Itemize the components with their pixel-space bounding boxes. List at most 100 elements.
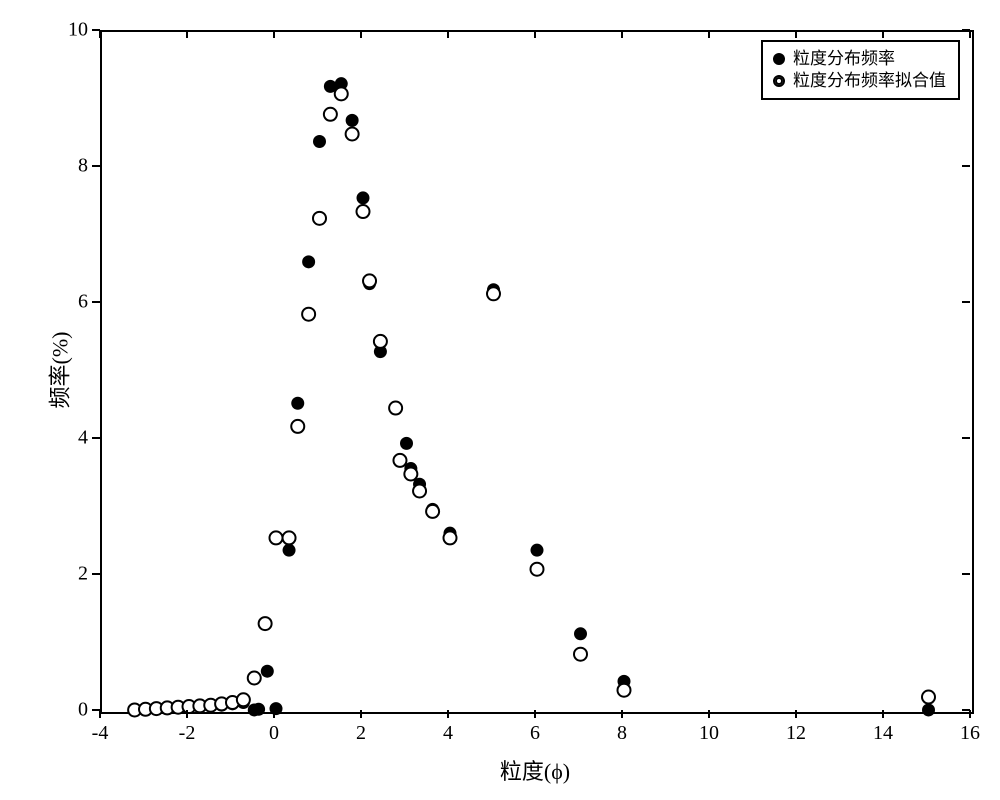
y-tick-right xyxy=(962,437,970,439)
y-tick xyxy=(92,165,100,167)
data-point-fitted xyxy=(618,684,631,697)
x-tick-top xyxy=(534,30,536,38)
x-tick-top xyxy=(99,30,101,38)
data-point-observed xyxy=(922,703,935,716)
data-point-fitted xyxy=(574,648,587,661)
y-tick-label: 6 xyxy=(58,291,88,314)
x-tick-top xyxy=(621,30,623,38)
grain-size-chart: 粒度分布频率 粒度分布频率拟合值 频率(%) 粒度(ϕ) -4 -2 0 2 4 6 8 10… xyxy=(0,0,1000,800)
x-tick xyxy=(795,710,797,718)
legend-marker-open-icon xyxy=(773,75,785,87)
data-point-fitted xyxy=(335,87,348,100)
data-point-fitted xyxy=(426,505,439,518)
data-point-observed xyxy=(400,437,413,450)
data-point-fitted xyxy=(302,308,315,321)
x-tick xyxy=(447,710,449,718)
y-tick-right xyxy=(962,29,970,31)
x-tick-label: 14 xyxy=(873,722,893,745)
data-point-fitted xyxy=(444,531,457,544)
legend-item-fitted: 粒度分布频率拟合值 xyxy=(773,70,946,92)
y-tick xyxy=(92,709,100,711)
x-tick-top xyxy=(969,30,971,38)
x-tick-label: -4 xyxy=(92,722,109,745)
y-tick-right xyxy=(962,573,970,575)
plot-area: 粒度分布频率 粒度分布频率拟合值 xyxy=(100,30,974,714)
legend-label-observed: 粒度分布频率 xyxy=(793,48,895,70)
x-tick xyxy=(360,710,362,718)
data-point-observed xyxy=(313,135,326,148)
data-point-fitted xyxy=(324,108,337,121)
x-tick-top xyxy=(795,30,797,38)
y-tick-label: 4 xyxy=(58,427,88,450)
data-point-observed xyxy=(283,544,296,557)
x-tick-top xyxy=(882,30,884,38)
data-point-observed xyxy=(291,397,304,410)
data-point-fitted xyxy=(922,691,935,704)
legend-item-observed: 粒度分布频率 xyxy=(773,48,946,70)
data-point-fitted xyxy=(346,128,359,141)
legend-marker-filled-icon xyxy=(773,53,785,65)
x-axis-label: 粒度(ϕ) xyxy=(500,754,570,786)
x-tick-label: 0 xyxy=(269,722,279,745)
x-tick xyxy=(273,710,275,718)
data-point-fitted xyxy=(389,402,402,415)
legend-label-fitted: 粒度分布频率拟合值 xyxy=(793,70,946,92)
y-tick xyxy=(92,573,100,575)
data-points xyxy=(102,32,972,712)
x-tick-label: 6 xyxy=(530,722,540,745)
x-tick-top xyxy=(447,30,449,38)
data-point-fitted xyxy=(313,212,326,225)
y-tick xyxy=(92,437,100,439)
x-tick xyxy=(882,710,884,718)
x-tick-top xyxy=(360,30,362,38)
y-tick-label: 2 xyxy=(58,563,88,586)
data-point-fitted xyxy=(270,531,283,544)
data-point-fitted xyxy=(291,420,304,433)
x-tick-label: -2 xyxy=(179,722,196,745)
x-tick-label: 10 xyxy=(699,722,719,745)
data-point-fitted xyxy=(357,205,370,218)
x-tick xyxy=(708,710,710,718)
y-tick-right xyxy=(962,301,970,303)
data-point-fitted xyxy=(374,335,387,348)
data-point-observed xyxy=(531,544,544,557)
x-tick xyxy=(99,710,101,718)
data-point-fitted xyxy=(404,468,417,481)
data-point-fitted xyxy=(413,485,426,498)
legend: 粒度分布频率 粒度分布频率拟合值 xyxy=(761,40,960,100)
x-tick xyxy=(534,710,536,718)
data-point-fitted xyxy=(248,672,261,685)
x-tick-top xyxy=(273,30,275,38)
y-tick-label: 10 xyxy=(58,19,88,42)
data-point-observed xyxy=(574,627,587,640)
data-point-observed xyxy=(252,703,265,716)
data-point-fitted xyxy=(259,617,272,630)
x-tick xyxy=(621,710,623,718)
x-tick xyxy=(186,710,188,718)
data-point-observed xyxy=(357,191,370,204)
data-point-fitted xyxy=(363,274,376,287)
y-tick-label: 8 xyxy=(58,155,88,178)
x-tick-top xyxy=(186,30,188,38)
data-point-fitted xyxy=(283,531,296,544)
data-point-fitted xyxy=(487,287,500,300)
data-point-observed xyxy=(302,255,315,268)
data-point-fitted xyxy=(237,693,250,706)
data-point-fitted xyxy=(531,563,544,576)
x-tick-label: 12 xyxy=(786,722,806,745)
y-tick xyxy=(92,29,100,31)
data-point-observed xyxy=(346,114,359,127)
y-tick xyxy=(92,301,100,303)
y-tick-right xyxy=(962,709,970,711)
x-tick xyxy=(969,710,971,718)
data-point-fitted xyxy=(393,454,406,467)
y-axis-label: 频率(%) xyxy=(42,332,74,409)
x-tick-label: 8 xyxy=(617,722,627,745)
x-tick-label: 4 xyxy=(443,722,453,745)
x-tick-label: 2 xyxy=(356,722,366,745)
data-point-observed xyxy=(270,702,283,715)
data-point-observed xyxy=(261,665,274,678)
y-tick-right xyxy=(962,165,970,167)
x-tick-top xyxy=(708,30,710,38)
y-tick-label: 0 xyxy=(58,699,88,722)
